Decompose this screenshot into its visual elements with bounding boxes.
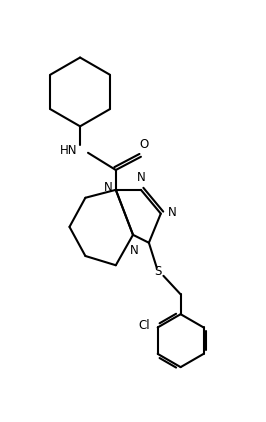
- Text: Cl: Cl: [138, 319, 150, 332]
- Text: N: N: [136, 171, 145, 184]
- Text: N: N: [130, 244, 139, 257]
- Text: HN: HN: [59, 143, 77, 157]
- Text: N: N: [168, 206, 177, 219]
- Text: O: O: [139, 138, 148, 151]
- Text: N: N: [104, 181, 113, 194]
- Text: S: S: [155, 265, 162, 279]
